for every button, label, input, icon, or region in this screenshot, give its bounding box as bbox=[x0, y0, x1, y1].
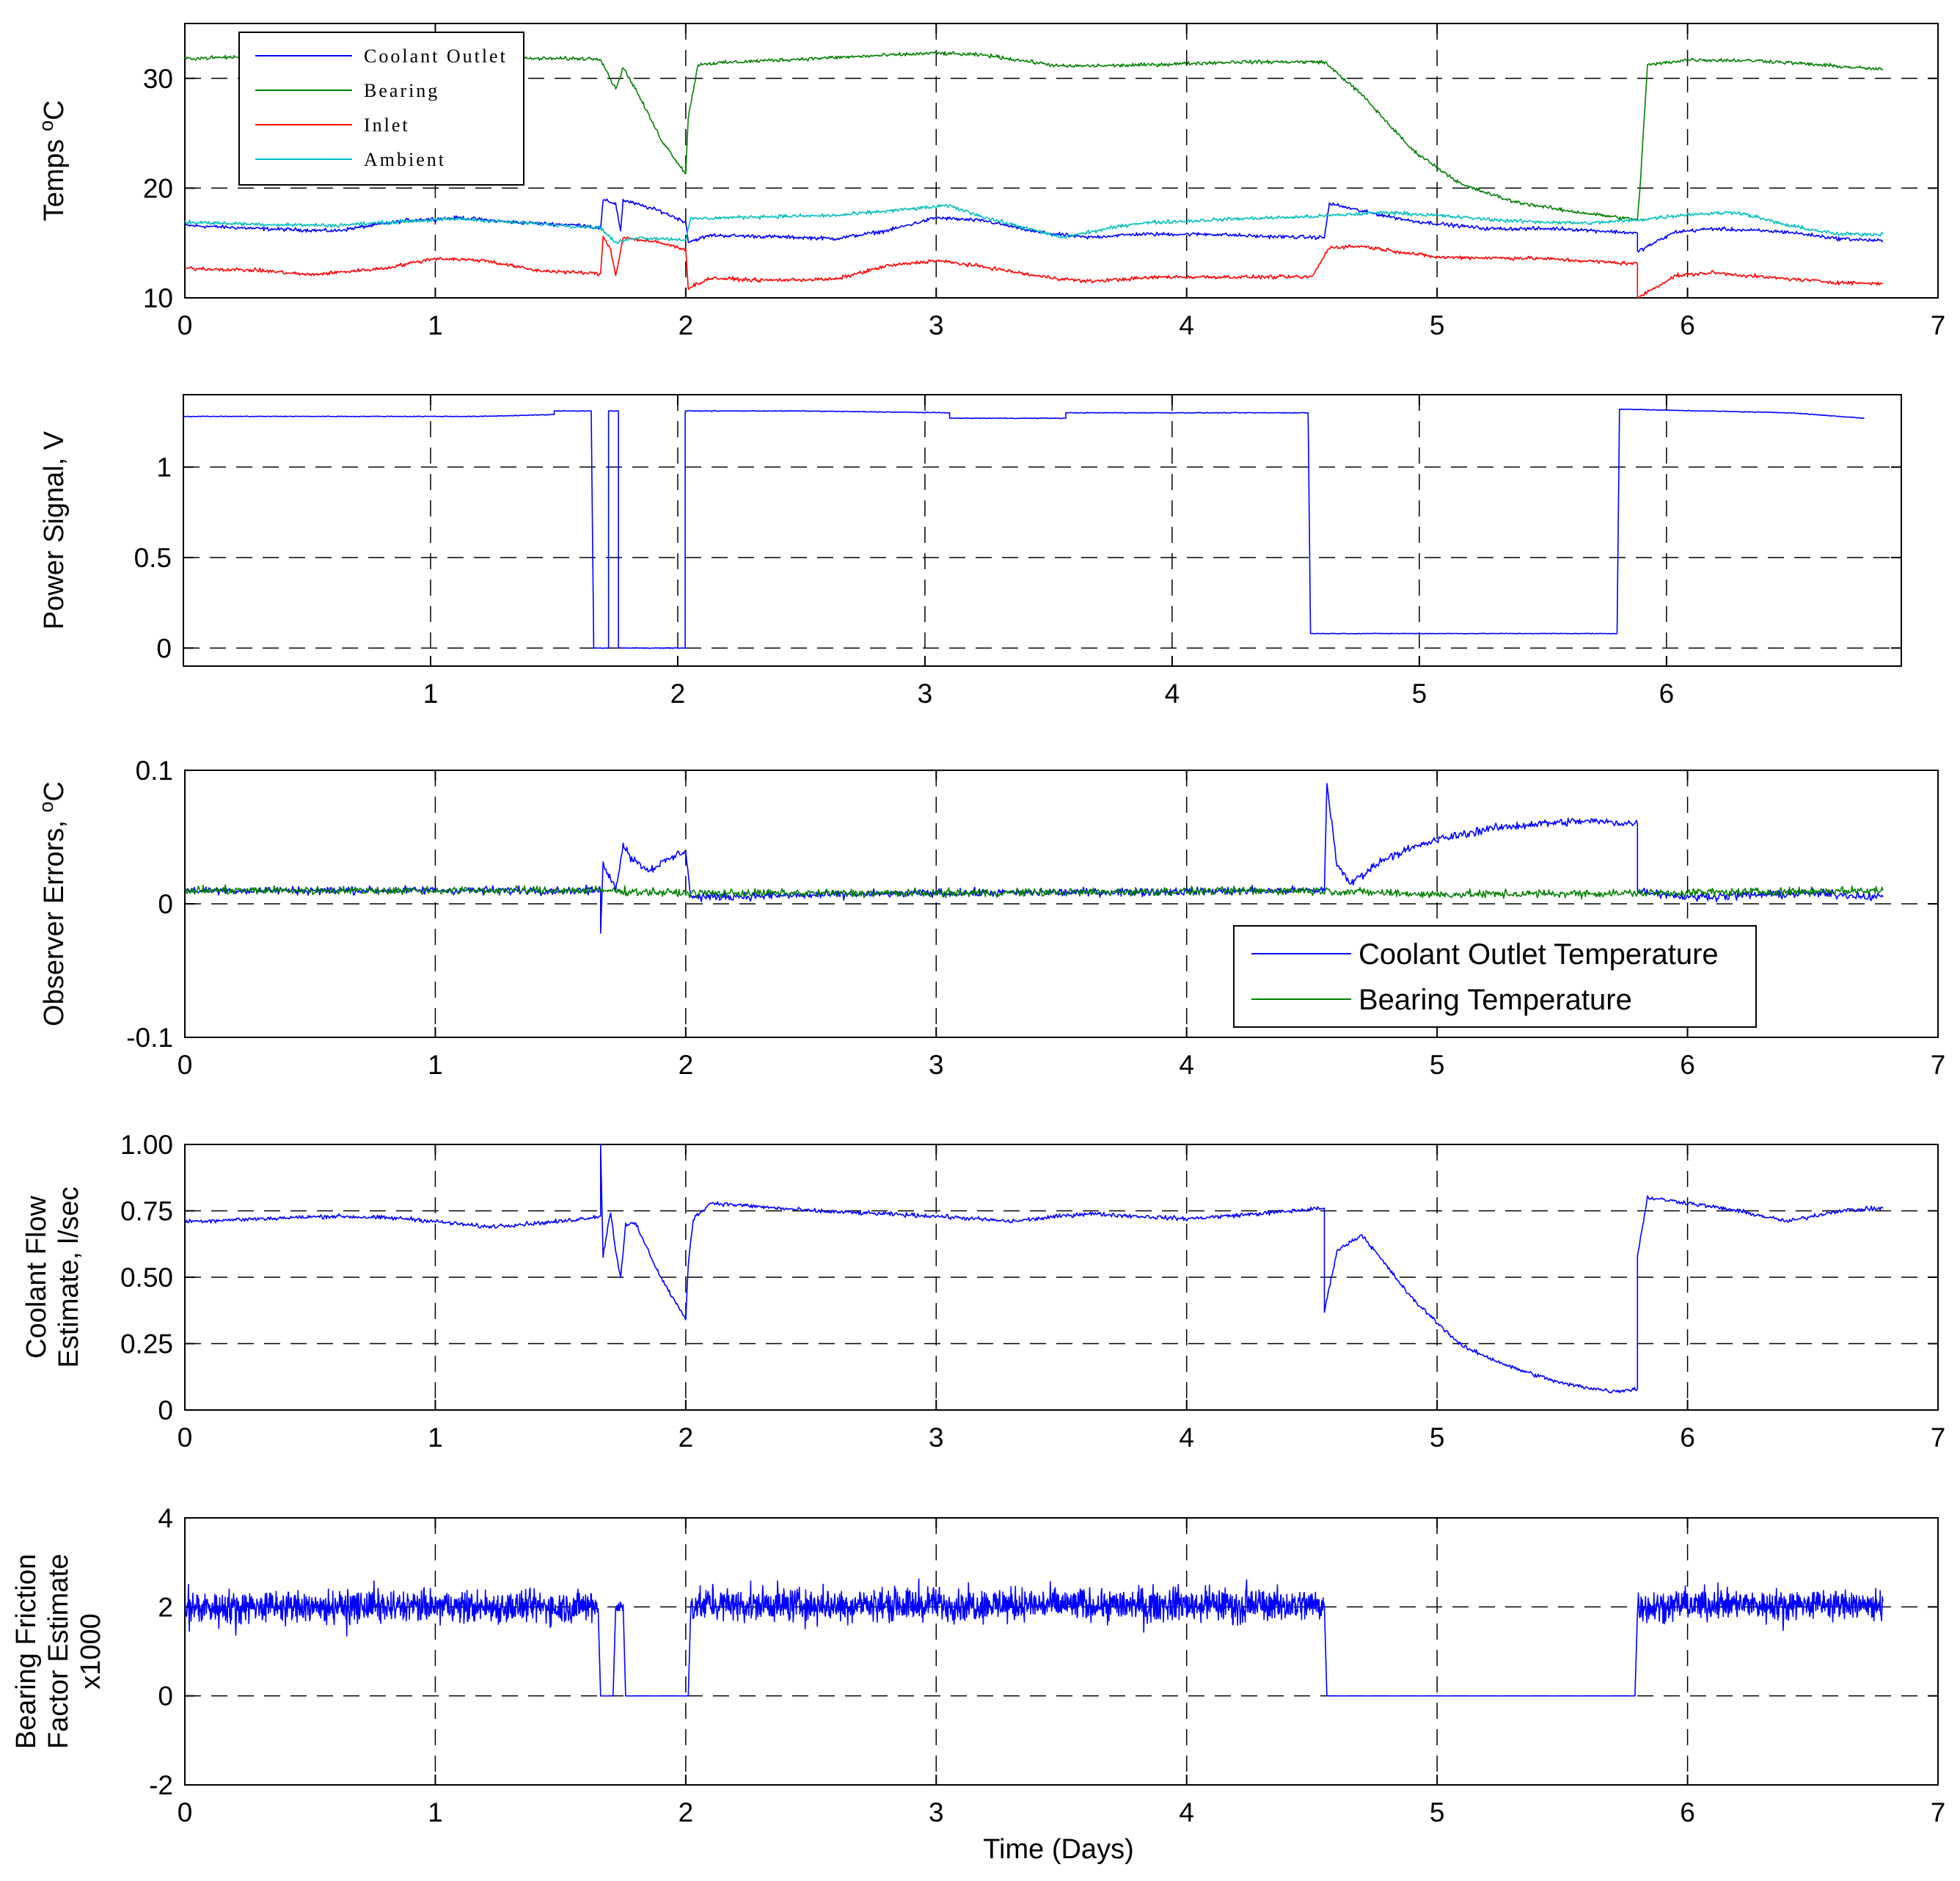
series-line-bearing-temperature bbox=[185, 884, 1884, 900]
y-tick-label: 4 bbox=[158, 1503, 173, 1533]
x-tick-label: 5 bbox=[1430, 1050, 1445, 1080]
y-tick-label: -0.1 bbox=[126, 1023, 173, 1053]
legend-label: Coolant Outlet Temperature bbox=[1359, 938, 1719, 971]
x-tick-label: 7 bbox=[1931, 1050, 1946, 1080]
x-tick-label: 7 bbox=[1931, 1422, 1946, 1453]
x-tick-label: 7 bbox=[1931, 310, 1946, 340]
x-tick-label: 1 bbox=[428, 1050, 443, 1080]
x-tick-label: 3 bbox=[918, 679, 933, 709]
y-tick-label: 0.25 bbox=[120, 1329, 173, 1359]
y-axis-title: Observer Errors, oC bbox=[35, 781, 70, 1026]
x-tick-label: 3 bbox=[929, 310, 944, 340]
y-tick-label: 10 bbox=[143, 283, 173, 313]
x-tick-label: 6 bbox=[1680, 1050, 1695, 1080]
series-line-coolant-flow-estimate bbox=[185, 1144, 1884, 1394]
x-tick-label: 5 bbox=[1430, 1422, 1445, 1453]
x-tick-label: 0 bbox=[178, 1050, 193, 1080]
x-tick-label: 0 bbox=[178, 310, 193, 340]
x-tick-label: 3 bbox=[929, 1797, 944, 1827]
series-group bbox=[185, 1144, 1884, 1394]
x-tick-label: 4 bbox=[1179, 1797, 1194, 1827]
series-group bbox=[183, 408, 1865, 649]
x-tick-label: 1 bbox=[428, 1422, 443, 1453]
y-tick-label: 2 bbox=[158, 1592, 173, 1622]
y-tick-label: 0 bbox=[158, 1395, 173, 1425]
y-tick-label: 0.50 bbox=[120, 1263, 173, 1293]
y-tick-label: -2 bbox=[149, 1770, 173, 1800]
y-tick-label: 0.75 bbox=[120, 1197, 173, 1227]
y-tick-label: 0 bbox=[158, 1681, 173, 1712]
x-tick-label: 0 bbox=[178, 1797, 193, 1827]
panel-1: 0 1 2 3 4 5 6 7 10 20 30 Temps oC Coolant Outlet Bear… bbox=[35, 23, 1945, 340]
x-tick-label: 0 bbox=[178, 1422, 193, 1453]
y-axis-title: Factor Estimate bbox=[43, 1554, 74, 1749]
series-group bbox=[185, 1578, 1884, 1697]
series-line-coolant-outlet bbox=[185, 198, 1884, 253]
x-tick-label: 2 bbox=[679, 310, 694, 340]
legend-label: Bearing Temperature bbox=[1359, 984, 1632, 1016]
y-tick-label: 20 bbox=[143, 173, 173, 203]
series-line-ambient bbox=[185, 204, 1884, 244]
y-tick-label: 1.00 bbox=[120, 1130, 173, 1160]
x-tick-label: 3 bbox=[929, 1050, 944, 1080]
legend-label: Ambient bbox=[364, 149, 446, 170]
legend: Coolant Outlet Temperature Bearing Temper… bbox=[1233, 925, 1757, 1028]
legend: Coolant Outlet Bearing Inlet Ambient bbox=[238, 32, 524, 186]
legend-label: Bearing bbox=[364, 80, 439, 101]
plot-area bbox=[184, 1517, 1939, 1786]
y-tick-label: 0 bbox=[156, 633, 172, 663]
legend-box bbox=[1233, 925, 1757, 1028]
x-tick-label: 2 bbox=[679, 1797, 694, 1827]
y-tick-label: 0.5 bbox=[134, 543, 172, 573]
x-tick-label: 6 bbox=[1680, 1797, 1695, 1827]
x-tick-label: 1 bbox=[428, 310, 443, 340]
series-line-power-signal bbox=[183, 408, 1865, 649]
y-tick-label: 30 bbox=[143, 64, 173, 94]
series-line-inlet bbox=[185, 235, 1884, 298]
x-tick-label: 4 bbox=[1179, 1422, 1194, 1453]
legend-label: Inlet bbox=[364, 114, 410, 136]
x-tick-label: 5 bbox=[1430, 1797, 1445, 1827]
y-tick-label: 1 bbox=[156, 453, 172, 483]
x-tick-label: 7 bbox=[1931, 1797, 1946, 1827]
x-tick-label: 1 bbox=[428, 1797, 443, 1827]
x-tick-label: 6 bbox=[1659, 679, 1675, 709]
series-line-bearing-friction-factor-estimate bbox=[185, 1578, 1884, 1697]
panel-2: 1 2 3 4 5 6 0 0.5 1 Power Signal, V bbox=[39, 394, 1902, 709]
x-tick-label: 4 bbox=[1165, 679, 1180, 709]
x-tick-label: 2 bbox=[670, 679, 686, 709]
x-tick-label: 3 bbox=[929, 1422, 944, 1453]
y-axis-title: Bearing Friction bbox=[11, 1554, 42, 1749]
y-tick-label: 0.1 bbox=[136, 756, 173, 786]
y-axis-title: Coolant Flow bbox=[21, 1196, 52, 1359]
x-tick-label: 6 bbox=[1680, 1422, 1695, 1453]
x-tick-label: 4 bbox=[1179, 310, 1194, 340]
y-axis-title: Temps oC bbox=[35, 101, 70, 222]
x-tick-label: 1 bbox=[423, 679, 439, 709]
y-tick-label: 0 bbox=[158, 889, 173, 919]
x-tick-label: 2 bbox=[679, 1050, 694, 1080]
series-group bbox=[185, 783, 1884, 934]
legend-label: Coolant Outlet bbox=[364, 45, 508, 67]
plot-area bbox=[183, 394, 1902, 667]
y-axis-title: Power Signal, V bbox=[39, 431, 70, 629]
x-tick-label: 6 bbox=[1680, 310, 1695, 340]
x-tick-label: 5 bbox=[1412, 679, 1427, 709]
y-axis-title: x1000 bbox=[76, 1613, 106, 1690]
x-tick-label: 5 bbox=[1430, 310, 1445, 340]
y-axis-title: Estimate, l/sec bbox=[54, 1186, 84, 1367]
x-tick-label: 4 bbox=[1179, 1050, 1194, 1080]
x-tick-label: 2 bbox=[679, 1422, 694, 1453]
panel-4: 0 1 2 3 4 5 6 7 0 0.25 0.50 0.75 1.00 Coolant Flow Est… bbox=[21, 1130, 1945, 1453]
x-axis-title: Time (Days) bbox=[983, 1834, 1133, 1865]
